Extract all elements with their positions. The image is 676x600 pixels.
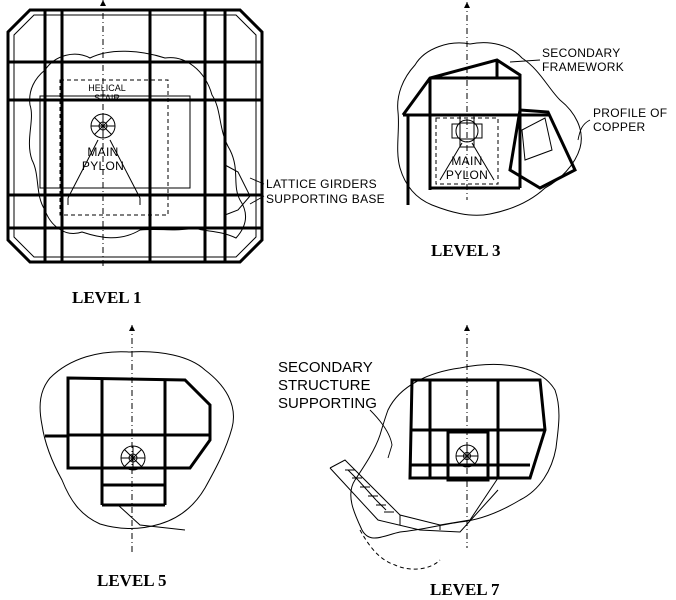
level-5-copper-profile [39,351,234,529]
level-1-main-pylon-label: MAIN [87,145,118,159]
level-3-profile-of-copper-label-2: COPPER [593,120,646,134]
level-7-secondary-structure-label-3: SUPPORTING [278,395,377,412]
level-1-lattice-girders-label: LATTICE GIRDERS [266,177,377,191]
level-1-copper-profile [28,50,247,239]
level-3-copper-profile [397,42,582,216]
level-3-plan: MAIN PYLON SECONDARY FRAMEWORK PROFILE O… [397,2,667,260]
level-1-helical-stair-label-2: STAIR [94,93,120,103]
level-7-secondary-structure-label: SECONDARY [278,359,373,376]
level-7-stair-symbol [455,444,479,468]
level-3-main-pylon-label-2: PYLON [446,168,488,182]
level-1-title: LEVEL 1 [72,288,141,307]
level-7-copper-profile [350,363,560,539]
level-3-main-pylon-label: MAIN [451,154,482,168]
level-3-secondary-framework-label-2: FRAMEWORK [542,60,624,74]
level-3-stair-symbol [451,114,483,148]
level-5-plan: LEVEL 5 [39,325,234,590]
level-3-profile-of-copper-label: PROFILE OF [593,106,667,120]
level-1-helical-stair-symbol [90,113,116,139]
level-1-main-pylon-label-2: PYLON [82,159,124,173]
level-7-secondary-structure-label-2: STRUCTURE [278,377,371,394]
level-1-lattice-girders-label-2: SUPPORTING BASE [266,192,385,206]
level-7-title: LEVEL 7 [430,580,500,599]
level-1-plan: HELICAL STAIR MAIN PYLON LATTICE GIRDERS… [6,0,385,307]
level-7-plan: SECONDARY STRUCTURE SUPPORTING LEVEL 7 [278,325,560,599]
level-1-helical-stair-label: HELICAL [88,83,126,93]
level-3-secondary-framework-label: SECONDARY [542,46,621,60]
level-3-title: LEVEL 3 [431,241,500,260]
level-5-title: LEVEL 5 [97,571,166,590]
level-5-stair-symbol [120,445,146,471]
